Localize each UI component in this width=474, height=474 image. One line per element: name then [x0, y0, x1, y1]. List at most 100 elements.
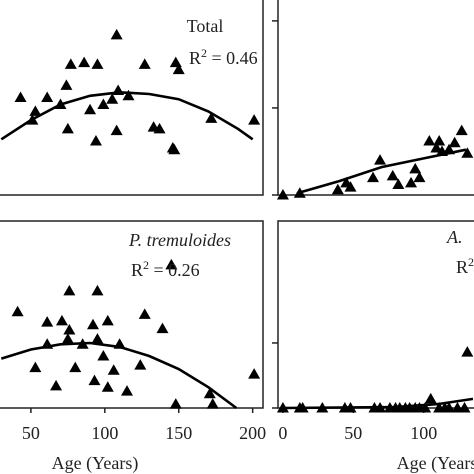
plot-frame	[277, 220, 474, 409]
data-point	[433, 135, 446, 146]
r-squared-part: R	[456, 257, 468, 277]
fit-curve	[296, 148, 467, 195]
data-point	[367, 171, 380, 183]
data-point	[165, 258, 178, 270]
data-point	[147, 121, 160, 132]
data-point	[374, 402, 387, 413]
data-point	[331, 183, 344, 195]
data-point	[50, 379, 63, 391]
data-point	[386, 169, 399, 181]
x-tick-label: 100	[410, 423, 437, 443]
data-point	[55, 314, 68, 326]
data-point	[134, 359, 147, 370]
data-point	[121, 385, 133, 396]
data-point	[138, 308, 151, 319]
data-point	[26, 114, 39, 125]
data-point	[97, 349, 110, 361]
data-point	[156, 322, 169, 334]
r-squared: R2	[456, 255, 474, 277]
data-point	[89, 135, 102, 146]
x-axis-label: Age (Years)	[52, 453, 139, 474]
fit-curve	[0, 90, 254, 141]
x-tick-label: 200	[239, 423, 266, 443]
data-point	[419, 402, 432, 413]
data-point	[97, 98, 110, 109]
data-point	[41, 316, 54, 327]
data-point	[113, 338, 126, 349]
data-point	[61, 333, 74, 344]
x-tick-label: 0	[278, 423, 287, 443]
fit-curve	[0, 341, 238, 410]
data-point	[41, 91, 54, 102]
r-squared-part: = 0.46	[207, 48, 258, 68]
data-point	[110, 124, 123, 136]
data-point	[11, 305, 24, 317]
data-point	[423, 135, 436, 146]
x-tick-label: 50	[344, 423, 362, 443]
r-squared: R2 = 0.26	[131, 258, 200, 280]
data-point	[172, 63, 185, 75]
plot-frame	[0, 220, 264, 409]
data-point	[458, 402, 471, 413]
plot-frame	[277, 0, 474, 196]
data-point	[110, 28, 123, 40]
data-point	[91, 333, 104, 344]
data-point	[54, 98, 67, 109]
data-point	[69, 361, 82, 373]
panel-title: P. tremuloides	[128, 230, 231, 250]
data-point	[430, 141, 443, 153]
data-point	[106, 93, 119, 104]
r-squared-part: 2	[143, 258, 149, 272]
data-point	[91, 58, 104, 69]
data-point	[112, 84, 125, 96]
data-point	[405, 176, 418, 188]
data-point	[122, 89, 135, 101]
x-tick-label: 100	[91, 423, 118, 443]
data-point	[101, 314, 114, 326]
data-point	[443, 143, 456, 155]
data-point	[203, 387, 216, 399]
plot-frame	[0, 0, 264, 196]
data-point	[60, 79, 73, 90]
data-point	[63, 284, 76, 296]
data-point	[29, 105, 42, 116]
data-point	[61, 122, 74, 134]
r-squared-part: R	[189, 48, 201, 68]
r-squared-part: R	[131, 260, 143, 280]
data-point	[88, 374, 101, 386]
r-squared-part: = 0.26	[149, 260, 200, 280]
data-point	[14, 91, 27, 102]
data-point	[344, 402, 357, 413]
data-point	[409, 162, 422, 174]
data-point	[461, 147, 474, 158]
data-point	[276, 402, 289, 413]
data-point	[443, 402, 456, 413]
data-point	[293, 187, 306, 198]
data-point	[138, 58, 151, 69]
data-point	[424, 392, 437, 404]
data-point	[169, 398, 182, 409]
r-squared-part: 2	[468, 255, 474, 269]
panel-title: Total	[187, 16, 224, 36]
data-point	[316, 402, 329, 413]
r-squared-part: 2	[201, 46, 207, 60]
data-point	[248, 368, 261, 379]
data-point	[248, 114, 261, 125]
data-point	[63, 323, 76, 335]
x-tick-label: 150	[165, 423, 192, 443]
data-point	[169, 56, 182, 68]
data-point	[78, 56, 91, 68]
data-point	[29, 361, 42, 373]
data-point	[101, 381, 114, 392]
r-squared: R2 = 0.46	[189, 46, 258, 68]
data-point	[205, 112, 218, 123]
data-point	[76, 338, 89, 349]
data-point	[296, 402, 309, 413]
x-axis-label: Age (Years)	[397, 453, 474, 474]
data-point	[392, 178, 405, 190]
data-point	[374, 154, 387, 165]
data-point	[461, 346, 474, 357]
data-point	[84, 103, 97, 115]
data-point	[87, 318, 99, 330]
